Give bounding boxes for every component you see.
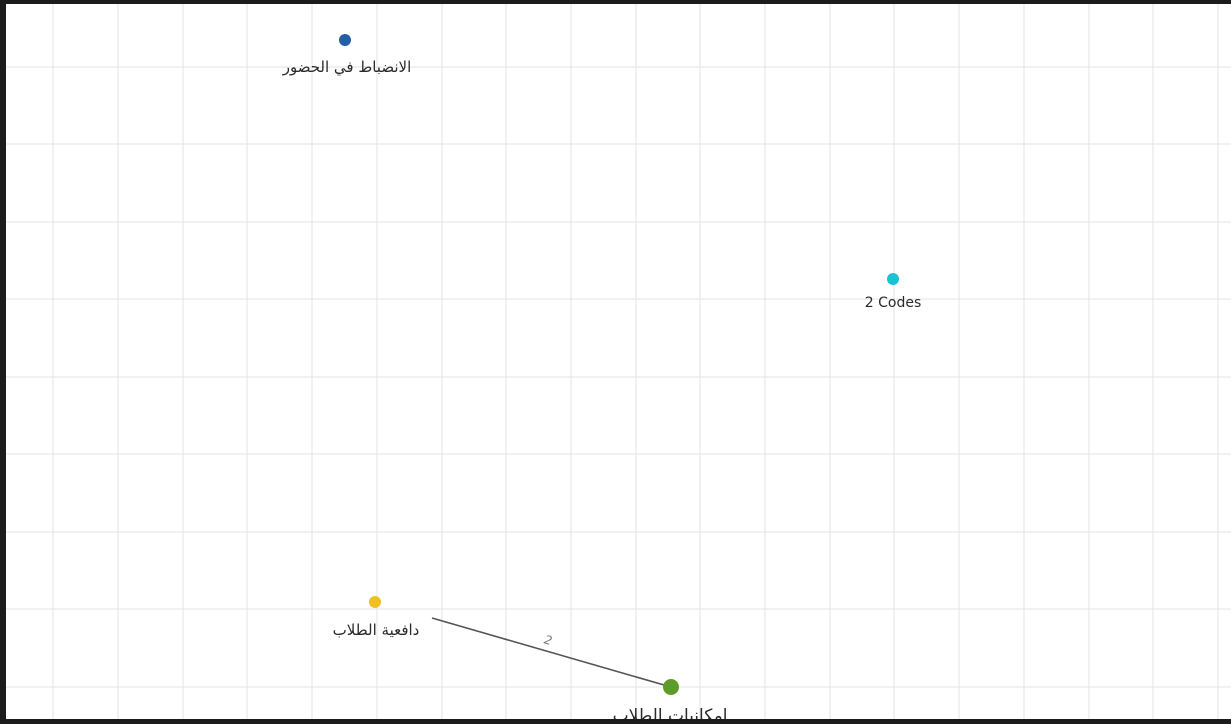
node-abilities-dot[interactable] <box>663 679 679 695</box>
node-abilities[interactable]: امكانيات الطلاب <box>613 679 728 724</box>
node-motivation[interactable]: دافعية الطلاب <box>333 596 420 639</box>
node-codes-dot[interactable] <box>887 273 899 285</box>
node-motivation-dot[interactable] <box>369 596 381 608</box>
frame-border-left <box>0 0 6 724</box>
node-codes-label: 2 Codes <box>865 295 922 311</box>
node-attendance-label: الانضباط في الحضور <box>282 58 412 77</box>
edge-motivation-abilities[interactable] <box>431 617 672 688</box>
node-attendance-dot[interactable] <box>339 34 351 46</box>
frame-border-top <box>0 0 1231 4</box>
node-motivation-label: دافعية الطلاب <box>333 621 420 639</box>
frame-border-bottom <box>0 719 1231 724</box>
node-codes[interactable]: 2 Codes <box>865 273 922 311</box>
node-attendance[interactable]: الانضباط في الحضور <box>282 34 412 77</box>
edge-weight-label: 2 <box>543 632 554 648</box>
